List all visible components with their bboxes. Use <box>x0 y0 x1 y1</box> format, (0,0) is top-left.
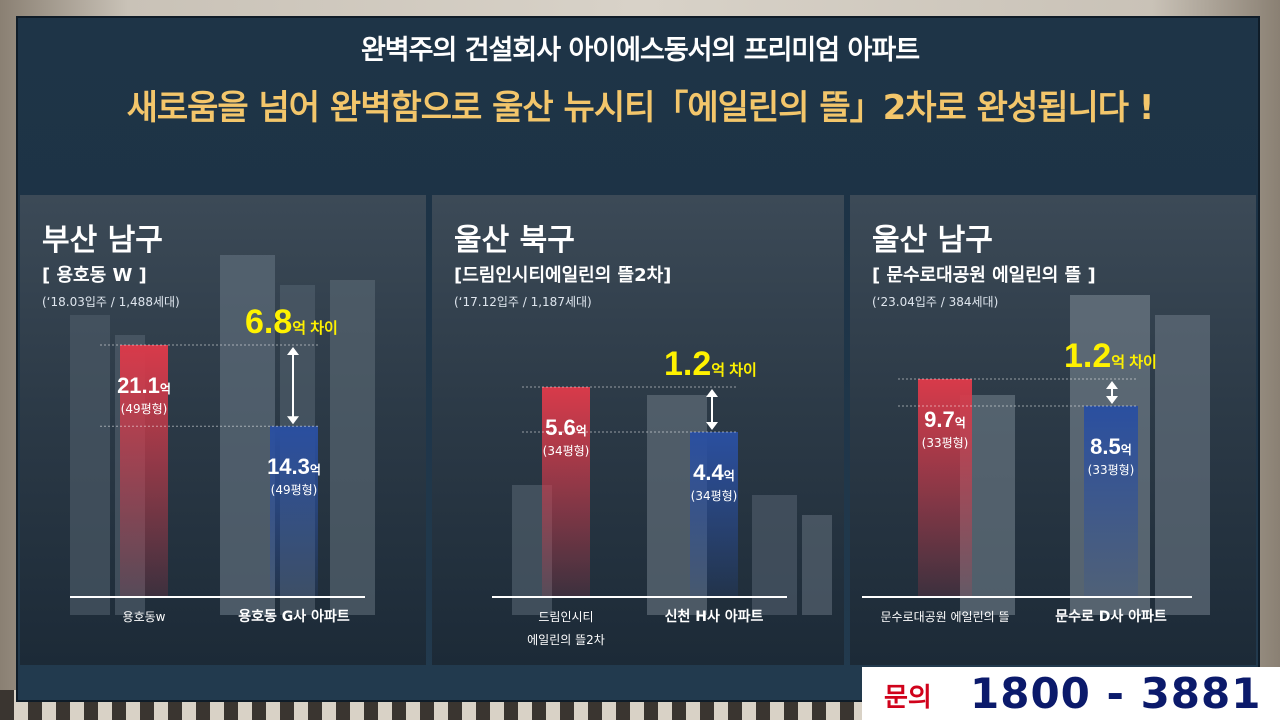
arrow-head-down <box>706 422 718 430</box>
contact-label: 문의 <box>884 683 932 713</box>
complex-name: [ 문수로대공원 에일린의 뜰 ] <box>872 265 1096 286</box>
category-label: 문수로 D사 아파트 <box>1055 608 1167 625</box>
data-label: 8.5억 <box>1090 434 1132 459</box>
complex-meta: (‘18.03입주 / 1,488세대) <box>42 295 180 309</box>
bar <box>1084 405 1138 597</box>
difference-value: 6.8 <box>245 303 292 341</box>
data-label-value: 5.6 <box>545 415 576 440</box>
card-ulsan-buk: 울산 북구 [드림인시티에일린의 뜰2차] (‘17.12입주 / 1,187세… <box>432 195 844 665</box>
region-title: 울산 남구 <box>872 223 993 258</box>
complex-meta: (‘23.04입주 / 384세대) <box>872 295 999 309</box>
data-label: 9.7억 <box>924 407 966 432</box>
size-label: (34평형) <box>543 444 590 458</box>
data-label-unit: 억 <box>310 463 321 477</box>
category-label: 드림인시티 <box>538 610 593 624</box>
category-label: 용호동 G사 아파트 <box>238 608 350 625</box>
arrow-head-down <box>287 416 299 425</box>
data-label-value: 8.5 <box>1090 434 1121 459</box>
size-label: (34평형) <box>691 489 738 503</box>
size-label: (49평형) <box>271 483 318 497</box>
contact-number[interactable]: 1800 - 3881 <box>970 669 1262 718</box>
data-label-value: 9.7 <box>924 407 955 432</box>
arrow-head-up <box>287 347 299 355</box>
data-label: 4.4억 <box>693 460 735 485</box>
data-label-value: 4.4 <box>693 460 724 485</box>
arrow-head-up <box>1106 381 1118 389</box>
data-label: 14.3억 <box>267 454 321 479</box>
data-label-unit: 억 <box>160 382 171 396</box>
region-title: 울산 북구 <box>454 223 575 258</box>
difference-text: 차이 <box>725 362 757 379</box>
difference-label: 1.2억 차이 <box>664 345 757 383</box>
arrow-head-down <box>1106 395 1118 404</box>
difference-unit: 억 <box>711 361 725 379</box>
data-label-unit: 억 <box>1121 443 1132 457</box>
data-label-unit: 억 <box>955 416 966 430</box>
category-label-line2: 에일린의 뜰2차 <box>527 633 605 647</box>
difference-label: 1.2억 차이 <box>1064 337 1157 375</box>
data-label: 21.1억 <box>117 373 171 398</box>
data-label-value: 14.3 <box>267 454 310 479</box>
size-label: (33평형) <box>1088 463 1135 477</box>
contact-box: 문의 1800 - 3881 <box>862 667 1280 720</box>
card-busan: 부산 남구 [ 용호동 W ] (‘18.03입주 / 1,488세대) 21.… <box>20 195 426 665</box>
bar <box>542 387 590 597</box>
difference-unit: 억 <box>1111 353 1125 371</box>
data-label: 5.6억 <box>545 415 587 440</box>
arrow-head-up <box>706 389 718 397</box>
bar <box>120 345 168 597</box>
card-ulsan-nam: 울산 남구 [ 문수로대공원 에일린의 뜰 ] (‘23.04입주 / 384세… <box>850 195 1256 665</box>
difference-label: 6.8억 차이 <box>245 303 338 341</box>
difference-text: 차이 <box>306 320 338 337</box>
data-label-unit: 억 <box>576 424 587 438</box>
data-label-value: 21.1 <box>117 373 160 398</box>
page-title: 완벽주의 건설회사 아이에스동서의 프리미엄 아파트 <box>360 35 920 66</box>
bar <box>918 379 972 597</box>
category-label: 신천 H사 아파트 <box>665 608 764 625</box>
difference-value: 1.2 <box>664 345 711 383</box>
category-label: 용호동w <box>123 610 166 624</box>
complex-name: [ 용호동 W ] <box>42 265 147 286</box>
size-label: (49평형) <box>121 402 168 416</box>
complex-meta: (‘17.12입주 / 1,187세대) <box>454 295 592 309</box>
complex-name: [드림인시티에일린의 뜰2차] <box>454 265 672 286</box>
difference-text: 차이 <box>1125 354 1157 371</box>
page-subtitle: 새로움을 넘어 완벽함으로 울산 뉴시티「에일린의 뜰」2차로 완성됩니다 ! <box>126 88 1155 128</box>
bar <box>270 426 318 597</box>
bar <box>690 432 738 597</box>
difference-value: 1.2 <box>1064 337 1111 375</box>
size-label: (33평형) <box>922 436 969 450</box>
category-label: 문수로대공원 에일린의 뜰 <box>880 610 1009 624</box>
difference-unit: 억 <box>292 319 306 337</box>
region-title: 부산 남구 <box>42 223 163 258</box>
data-label-unit: 억 <box>724 469 735 483</box>
